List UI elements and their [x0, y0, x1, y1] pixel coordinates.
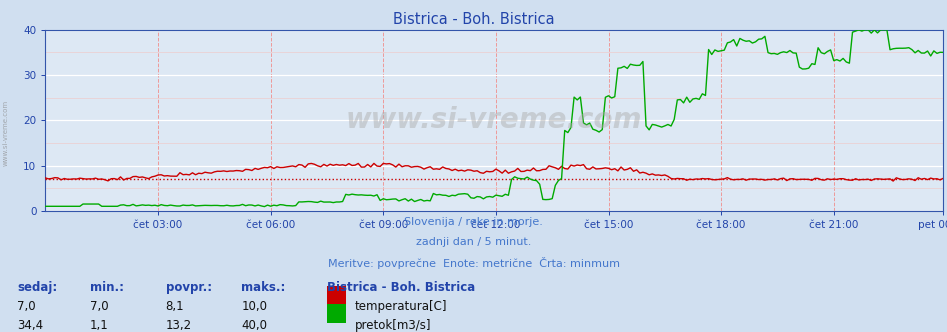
Text: 40,0: 40,0 [241, 319, 267, 332]
Text: pretok[m3/s]: pretok[m3/s] [355, 319, 432, 332]
Text: 13,2: 13,2 [166, 319, 192, 332]
Text: 7,0: 7,0 [17, 300, 36, 313]
Text: 34,4: 34,4 [17, 319, 44, 332]
Text: 7,0: 7,0 [90, 300, 109, 313]
Text: povpr.:: povpr.: [166, 281, 212, 293]
Text: www.si-vreme.com: www.si-vreme.com [3, 100, 9, 166]
Text: min.:: min.: [90, 281, 124, 293]
Text: zadnji dan / 5 minut.: zadnji dan / 5 minut. [416, 237, 531, 247]
Text: Meritve: povprečne  Enote: metrične  Črta: minmum: Meritve: povprečne Enote: metrične Črta:… [328, 257, 619, 269]
Text: www.si-vreme.com: www.si-vreme.com [346, 106, 643, 134]
Text: maks.:: maks.: [241, 281, 286, 293]
Text: Bistrica - Boh. Bistrica: Bistrica - Boh. Bistrica [327, 281, 475, 293]
Text: Slovenija / reke in morje.: Slovenija / reke in morje. [404, 217, 543, 227]
Text: 8,1: 8,1 [166, 300, 185, 313]
Text: sedaj:: sedaj: [17, 281, 58, 293]
Text: Bistrica - Boh. Bistrica: Bistrica - Boh. Bistrica [393, 12, 554, 27]
Text: 1,1: 1,1 [90, 319, 109, 332]
Text: temperatura[C]: temperatura[C] [355, 300, 448, 313]
Text: 10,0: 10,0 [241, 300, 267, 313]
